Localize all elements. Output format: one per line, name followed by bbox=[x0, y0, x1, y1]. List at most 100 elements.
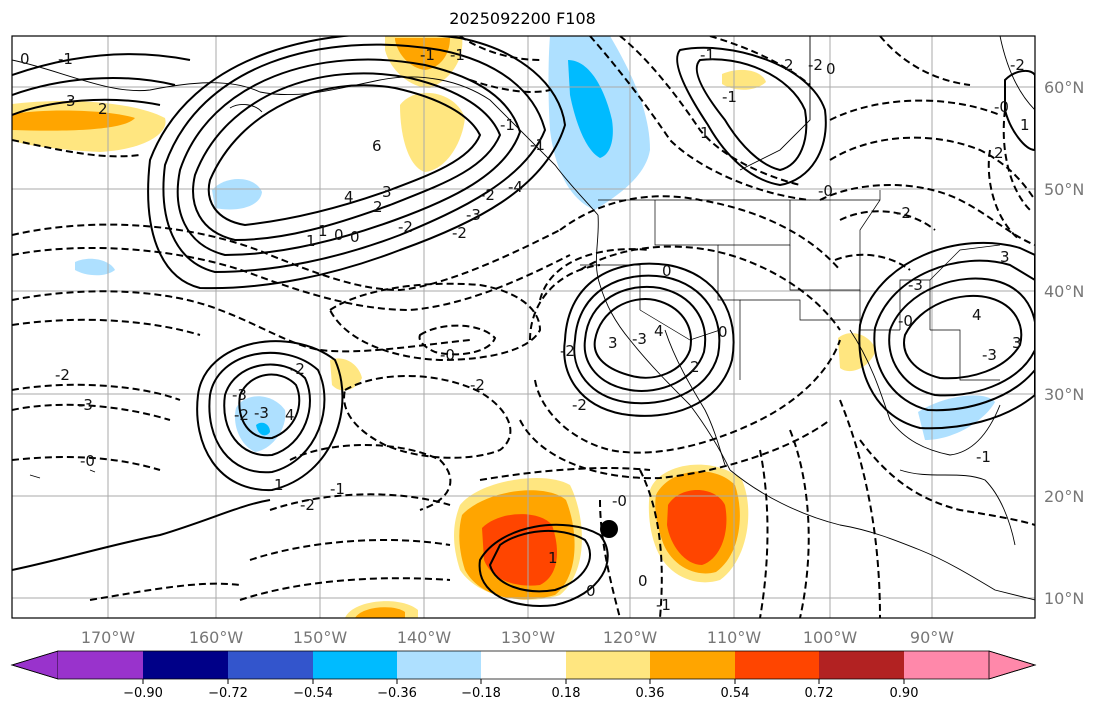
contour-label: -1 bbox=[450, 46, 465, 64]
contour-label: -1 bbox=[656, 596, 671, 614]
lon-label: 160°W bbox=[189, 628, 244, 647]
contour-label: -1 bbox=[58, 50, 73, 68]
colorbar-tick-label: −0.18 bbox=[461, 686, 501, 701]
lon-label: 90°W bbox=[910, 628, 954, 647]
shade-yellow-gulf bbox=[400, 92, 465, 172]
contour-label: -3 bbox=[78, 396, 93, 414]
contour-label: 0 bbox=[350, 228, 360, 246]
lat-label: 40°N bbox=[1044, 282, 1084, 301]
chart-title: 2025092200 F108 bbox=[449, 9, 596, 28]
colorbar-extend-low bbox=[10, 650, 59, 680]
contour-label: -2 bbox=[452, 224, 467, 242]
contour-labels: 0 -1 3 2 -2 -3 -2 4 -3 6 4 3 2 1 0 -1 -2… bbox=[20, 46, 1030, 614]
colorbar-segment bbox=[313, 651, 397, 679]
contour-label: -2 bbox=[398, 218, 413, 236]
storm-center-marker bbox=[600, 520, 618, 538]
shade-yellow-nw2 bbox=[722, 69, 766, 90]
shade-cyan-typhoon bbox=[256, 422, 270, 436]
lon-label: 100°W bbox=[803, 628, 858, 647]
contour-label: -2 bbox=[470, 376, 485, 394]
map-frame bbox=[11, 35, 1036, 619]
shading-fields bbox=[12, 36, 995, 618]
lat-label: 50°N bbox=[1044, 180, 1084, 199]
contour-label: 0 bbox=[826, 60, 836, 78]
contour-label: -0 bbox=[440, 346, 455, 364]
shade-lightblue-w bbox=[75, 258, 115, 276]
colorbar-tick-label: −0.36 bbox=[377, 686, 417, 701]
contour-label: -2 bbox=[560, 342, 575, 360]
lat-label: 10°N bbox=[1044, 589, 1084, 608]
colorbar-tick-label: −0.90 bbox=[123, 686, 163, 701]
colorbar-segment bbox=[143, 651, 228, 679]
contour-label: 0 bbox=[586, 582, 596, 600]
shade-orange-nw bbox=[12, 110, 135, 131]
colorbar-tick-label: −0.54 bbox=[293, 686, 333, 701]
contour-label: 1 bbox=[274, 476, 284, 494]
contour-label: -2 bbox=[572, 396, 587, 414]
contour-label: -2 bbox=[896, 204, 911, 222]
lon-label: 150°W bbox=[293, 628, 348, 647]
contour-label: -3 bbox=[908, 276, 923, 294]
contour-label: 0 bbox=[662, 262, 672, 280]
gridlines bbox=[12, 36, 1035, 618]
contour-label: 1 bbox=[700, 124, 710, 142]
shade-red-tropic-e bbox=[667, 490, 727, 565]
contour-label: 4 bbox=[344, 188, 354, 206]
contour-label: -2 bbox=[300, 496, 315, 514]
shade-cyan-bc bbox=[568, 60, 613, 158]
lon-label: 140°W bbox=[397, 628, 452, 647]
contour-label: 3 bbox=[66, 92, 76, 110]
contour-label: -2 bbox=[480, 186, 495, 204]
colorbar-tick-label: 0.36 bbox=[636, 686, 665, 701]
contour-label: -2 bbox=[1010, 56, 1025, 74]
contour-label: 1 bbox=[1020, 116, 1030, 134]
contour-label: -3 bbox=[982, 346, 997, 364]
contour-label: -1 bbox=[722, 88, 737, 106]
dashed-contours bbox=[12, 36, 1035, 618]
contour-label: -2 bbox=[234, 406, 249, 424]
contour-label: -1 bbox=[530, 136, 545, 154]
contour-label: -1 bbox=[700, 46, 715, 64]
contour-label: 3 bbox=[1000, 248, 1010, 266]
lon-label: 130°W bbox=[501, 628, 556, 647]
colorbar-segment bbox=[735, 651, 819, 679]
colorbar-segment bbox=[397, 651, 481, 679]
contour-label: 2 bbox=[690, 358, 700, 376]
colorbar-tick-label: 0.90 bbox=[890, 686, 919, 701]
contour-label: -0 bbox=[818, 182, 833, 200]
contour-label: 1 bbox=[318, 222, 328, 240]
contour-label: -1 bbox=[330, 480, 345, 498]
contour-label: -0 bbox=[994, 98, 1009, 116]
contour-label: 3 bbox=[1012, 334, 1022, 352]
colorbar-segment bbox=[58, 651, 143, 679]
lon-label: 170°W bbox=[81, 628, 136, 647]
colorbar-segment bbox=[228, 651, 313, 679]
colorbar-segment bbox=[819, 651, 904, 679]
contour-label: -0 bbox=[612, 492, 627, 510]
contour-label: 4 bbox=[654, 322, 664, 340]
contour-label: -0 bbox=[898, 312, 913, 330]
shade-yellow-mexico bbox=[838, 333, 876, 372]
colorbar-ticks bbox=[142, 679, 905, 684]
state-borders bbox=[580, 190, 1001, 381]
contour-label: -2 bbox=[55, 366, 70, 384]
colorbar-segment bbox=[650, 651, 735, 679]
colorbar-tick-label: −0.72 bbox=[208, 686, 248, 701]
contour-label: -3 bbox=[254, 404, 269, 422]
contour-label: -3 bbox=[632, 330, 647, 348]
contour-label: 1 bbox=[548, 549, 558, 567]
colorbar-tick-label: 0.72 bbox=[805, 686, 834, 701]
colorbar-segment bbox=[904, 651, 989, 679]
contour-label: -0 bbox=[80, 452, 95, 470]
contour-label: -3 bbox=[466, 206, 481, 224]
contour-label: -3 bbox=[232, 386, 247, 404]
contour-label: 4 bbox=[285, 406, 295, 424]
latitude-labels: 60°N 50°N 40°N 30°N 20°N 10°N bbox=[1044, 78, 1084, 608]
contour-label: -2 bbox=[290, 360, 305, 378]
contour-label: 0 bbox=[638, 572, 648, 590]
contour-label: 3 bbox=[608, 334, 618, 352]
colorbar-outline bbox=[10, 650, 1037, 680]
lon-label: 110°W bbox=[707, 628, 762, 647]
contour-label: 2 bbox=[994, 144, 1004, 162]
